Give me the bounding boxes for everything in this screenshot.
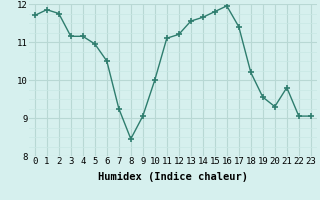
X-axis label: Humidex (Indice chaleur): Humidex (Indice chaleur) [98, 172, 248, 182]
